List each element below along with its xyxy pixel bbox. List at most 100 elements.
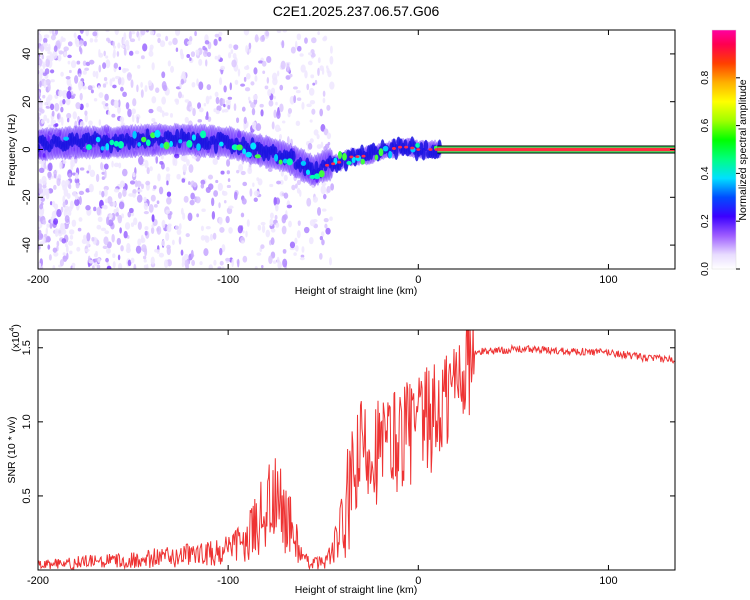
noise-speckle: [216, 105, 222, 112]
noise-speckle: [295, 173, 300, 177]
noise-speckle: [98, 119, 102, 126]
noise-speckle: [151, 214, 155, 222]
noise-speckle: [96, 206, 101, 216]
noise-speckle: [38, 196, 42, 206]
noise-speckle: [104, 150, 111, 158]
noise-speckle: [242, 255, 248, 263]
noise-speckle: [268, 255, 273, 265]
noise-speckle: [326, 132, 332, 140]
noise-speckle: [119, 116, 125, 123]
ridge-peak: [117, 140, 124, 149]
noise-speckle: [38, 229, 42, 235]
noise-speckle: [241, 154, 245, 159]
noise-speckle: [258, 60, 263, 64]
noise-speckle: [184, 116, 189, 124]
noise-speckle: [241, 156, 245, 165]
noise-speckle: [145, 180, 151, 186]
noise-speckle: [117, 214, 123, 224]
noise-speckle: [100, 162, 104, 170]
noise-speckle: [105, 257, 109, 263]
noise-speckle: [306, 83, 310, 91]
noise-speckle: [111, 160, 114, 168]
noise-speckle: [78, 83, 82, 91]
noise-speckle: [68, 240, 74, 246]
noise-speckle: [39, 209, 44, 217]
ridge-hot-peak: [361, 154, 366, 158]
x-tick-label: 0: [415, 575, 421, 587]
noise-speckle: [82, 60, 87, 67]
noise-speckle: [168, 41, 173, 46]
noise-speckle: [222, 98, 226, 106]
noise-speckle: [317, 206, 322, 216]
noise-speckle: [84, 127, 90, 133]
noise-speckle: [217, 55, 221, 60]
noise-speckle: [321, 67, 325, 75]
noise-speckle: [97, 216, 103, 222]
noise-speckle: [205, 225, 211, 230]
noise-speckle: [156, 249, 160, 254]
spectrogram-y-label: Frequency (Hz): [6, 114, 18, 186]
noise-speckle: [172, 37, 178, 46]
noise-speckle: [293, 86, 298, 90]
noise-speckle: [223, 103, 226, 108]
colorbar-tick-label: 0.4: [700, 166, 711, 180]
ridge-peak: [154, 129, 161, 138]
noise-speckle: [149, 166, 153, 172]
noise-speckle: [291, 184, 296, 191]
noise-speckle: [188, 181, 191, 186]
noise-speckle: [106, 265, 112, 269]
noise-speckle: [166, 180, 169, 186]
noise-speckle: [300, 254, 305, 258]
noise-speckle: [249, 188, 253, 197]
snr-x-label: Height of straight line (km): [295, 584, 418, 596]
noise-speckle: [304, 37, 308, 44]
noise-speckle: [157, 173, 161, 182]
noise-speckle: [87, 85, 93, 91]
noise-speckle: [236, 169, 240, 174]
noise-speckle: [251, 107, 256, 116]
noise-speckle: [46, 96, 51, 104]
noise-speckle: [52, 247, 58, 253]
noise-speckle: [217, 266, 222, 269]
ridge-core: [38, 143, 41, 153]
noise-speckle: [83, 234, 87, 240]
noise-speckle: [300, 64, 306, 73]
noise-speckle: [207, 174, 214, 180]
colorbar-tick-label: 0.0: [700, 262, 711, 276]
noise-speckle: [44, 102, 48, 106]
noise-speckle: [54, 102, 60, 112]
noise-speckle: [79, 47, 83, 55]
y-tick-label: 1.0: [21, 414, 33, 429]
noise-speckle: [198, 58, 203, 66]
noise-speckle: [205, 186, 211, 193]
noise-speckle: [95, 250, 98, 256]
noise-speckle: [119, 180, 125, 188]
noise-speckle: [39, 59, 43, 67]
noise-speckle: [86, 170, 90, 174]
noise-speckle: [319, 252, 323, 260]
noise-speckle: [102, 83, 107, 88]
noise-speckle: [264, 85, 269, 90]
noise-speckle: [296, 230, 301, 239]
snr-y-label: SNR (10 * v/v): [6, 416, 18, 483]
noise-speckle: [246, 219, 250, 227]
noise-speckle: [274, 204, 278, 209]
noise-speckle: [78, 196, 82, 205]
noise-speckle: [221, 266, 225, 269]
noise-speckle: [202, 50, 208, 58]
noise-speckle: [84, 114, 88, 123]
noise-speckle: [93, 97, 98, 102]
ridge-peak: [300, 160, 307, 166]
noise-speckle: [159, 40, 166, 48]
noise-speckle: [311, 37, 317, 44]
noise-speckle: [317, 67, 320, 77]
noise-speckle: [40, 192, 45, 198]
noise-speckle: [72, 265, 76, 269]
noise-speckle: [174, 30, 181, 36]
noise-speckle: [49, 30, 53, 34]
noise-speckle: [164, 112, 169, 116]
noise-speckle: [68, 229, 75, 235]
noise-speckle: [295, 89, 301, 94]
noise-speckle: [43, 37, 48, 44]
